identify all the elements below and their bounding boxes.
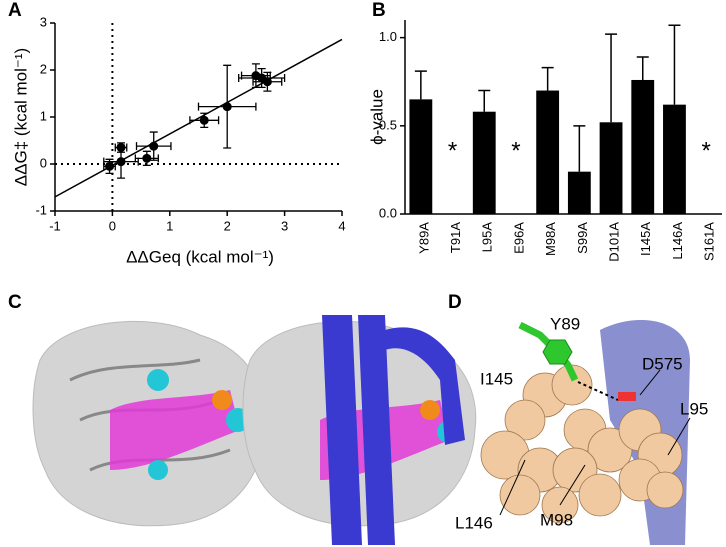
patch-cyan — [147, 369, 169, 391]
panel-label: C — [8, 292, 22, 313]
leader-line — [559, 464, 586, 506]
x-tick-label: 1 — [166, 218, 173, 233]
fit-line — [54, 38, 343, 198]
panel-label: D — [448, 292, 462, 313]
x-tick-label: -1 — [49, 218, 61, 233]
spheres — [480, 364, 684, 524]
point — [222, 102, 232, 112]
x-tick-label: L146A — [670, 222, 685, 260]
y-tick-label: 2 — [40, 61, 47, 76]
error-bar — [414, 70, 427, 100]
error-bar — [573, 125, 586, 172]
x-axis-label: ΔΔGeq (kcal mol⁻¹) — [126, 247, 274, 266]
leader-line — [667, 417, 691, 456]
y-tick-label: 3 — [40, 14, 47, 29]
x-tick-label: E96A — [511, 222, 526, 254]
bar — [631, 79, 655, 214]
structure-right — [242, 315, 477, 545]
x-tick-label: 2 — [224, 218, 231, 233]
point — [149, 141, 159, 151]
residue-label: L95 — [680, 399, 708, 418]
y-tick-label: -1 — [35, 202, 47, 217]
x-tick-label: S99A — [575, 222, 590, 254]
value-label: * — [701, 137, 710, 164]
y-tick-label: 1.0 — [379, 29, 397, 44]
value-label: * — [448, 137, 457, 164]
structure-detail — [480, 320, 691, 545]
bar — [409, 99, 433, 214]
x-tick-label: S161A — [702, 222, 717, 261]
residue-label: D575 — [642, 354, 683, 373]
x-tick-label: L95A — [480, 222, 495, 253]
x-tick-label: 0 — [109, 218, 116, 233]
structure-left — [32, 320, 267, 527]
residue-label: Y89 — [550, 314, 580, 333]
y-tick-label: 0.0 — [379, 205, 397, 220]
patch-orange — [212, 390, 232, 410]
patch-orange — [420, 400, 440, 420]
value-label: * — [511, 137, 520, 164]
residue-label: I145 — [480, 369, 513, 388]
point — [262, 77, 272, 87]
hbond — [577, 381, 619, 401]
bar — [599, 122, 623, 214]
panel-label: A — [8, 0, 22, 21]
bar — [536, 90, 560, 214]
error-bar — [541, 66, 554, 91]
panel-label: B — [372, 0, 386, 21]
point — [142, 153, 152, 163]
point — [199, 115, 209, 125]
y-tick-label: 0.5 — [379, 117, 397, 132]
bar — [472, 111, 496, 214]
x-tick-label: 4 — [338, 218, 345, 233]
error-bar — [605, 33, 618, 123]
error-bar — [668, 24, 681, 105]
bar — [663, 104, 686, 214]
x-tick-label: Y89A — [416, 222, 431, 254]
error-bar — [478, 89, 491, 112]
x-tick-label: 3 — [281, 218, 288, 233]
patch-magenta — [110, 390, 240, 470]
x-tick-label: I145A — [638, 222, 653, 256]
helix — [385, 327, 465, 445]
y-axis-label: ΔΔG‡ (kcal mol⁻¹) — [11, 48, 30, 186]
x-tick-label: T91A — [448, 222, 463, 253]
residue-label: M98 — [540, 510, 573, 529]
leader-line — [499, 459, 526, 516]
point — [116, 157, 126, 167]
x-tick-label: D101A — [606, 222, 621, 262]
patch-cyan — [148, 460, 168, 480]
x-tick-label: M98A — [543, 222, 558, 256]
bar — [567, 171, 591, 214]
y-tick-label: 1 — [40, 108, 47, 123]
residue-label: L146 — [455, 513, 493, 532]
point — [105, 161, 115, 171]
leader-line — [639, 369, 661, 396]
helix — [322, 315, 362, 545]
helix — [358, 315, 395, 545]
y-tick-label: 0 — [40, 155, 47, 170]
residue-ring — [542, 339, 573, 365]
residue-stick — [618, 392, 636, 401]
y-axis-label: ϕ-value — [367, 89, 386, 145]
error-bar — [636, 56, 649, 80]
